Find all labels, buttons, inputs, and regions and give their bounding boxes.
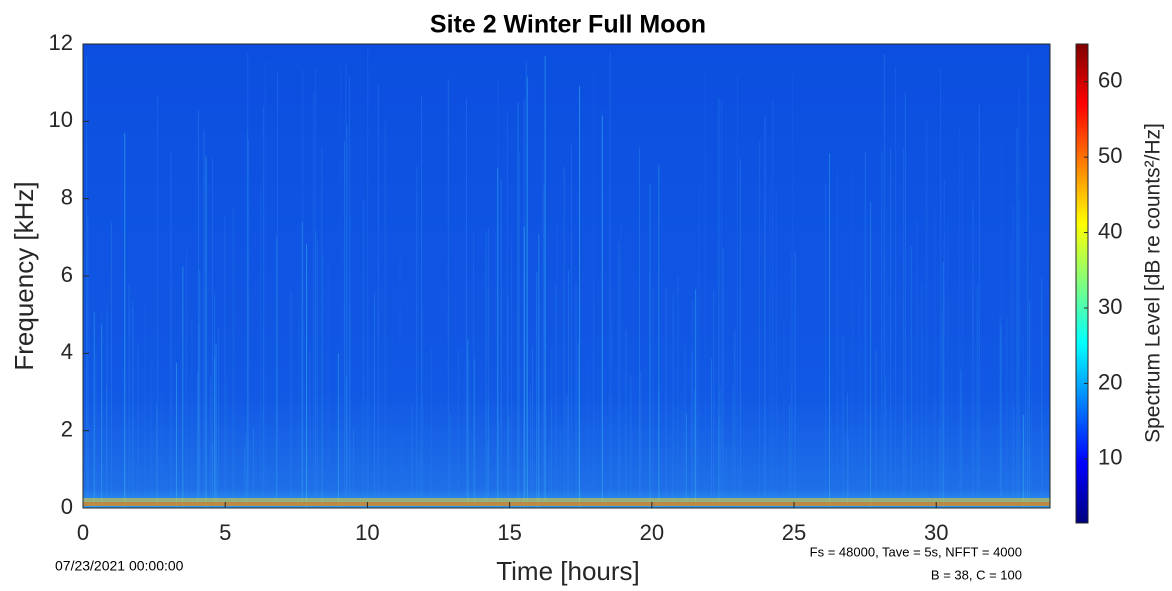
plot-area xyxy=(82,43,1051,509)
y-axis-label: Frequency [kHz] xyxy=(9,181,39,370)
y-tick-label: 12 xyxy=(49,30,73,55)
y-tick-label: 8 xyxy=(61,184,73,209)
colorbar xyxy=(1075,43,1089,524)
y-tick-label: 10 xyxy=(49,107,73,132)
colorbar-label: Spectrum Level [dB re counts²/Hz] xyxy=(1142,123,1165,443)
x-axis-label: Time [hours] xyxy=(496,556,640,586)
colorbar-tick-label: 10 xyxy=(1098,445,1122,470)
x-tick-label: 15 xyxy=(497,520,521,545)
x-tick-label: 10 xyxy=(355,520,379,545)
start-time: 07/23/2021 00:00:00 xyxy=(55,558,184,574)
y-tick-label: 4 xyxy=(61,339,73,364)
spectrogram xyxy=(83,44,1050,508)
y-tick-label: 6 xyxy=(61,262,73,287)
params: Fs = 48000, Tave = 5s, NFFT = 4000 xyxy=(810,544,1022,559)
x-tick-label: 20 xyxy=(640,520,664,545)
texture-band xyxy=(83,502,1050,506)
params: B = 38, C = 100 xyxy=(931,567,1022,582)
chart-title: Site 2 Winter Full Moon xyxy=(430,11,706,39)
x-tick-label: 25 xyxy=(782,520,806,545)
y-tick-label: 0 xyxy=(61,494,73,519)
y-tick-label: 2 xyxy=(61,416,73,441)
colorbar-tick-label: 20 xyxy=(1098,369,1122,394)
spectrogram-texture xyxy=(82,48,1050,508)
colorbar-tick-label: 60 xyxy=(1098,68,1122,93)
x-tick-label: 30 xyxy=(924,520,948,545)
x-tick-label: 0 xyxy=(77,520,89,545)
colorbar-tick-label: 50 xyxy=(1098,143,1122,168)
x-tick-label: 5 xyxy=(219,520,231,545)
colorbar-tick-label: 40 xyxy=(1098,218,1122,243)
colorbar-tick-label: 30 xyxy=(1098,294,1122,319)
